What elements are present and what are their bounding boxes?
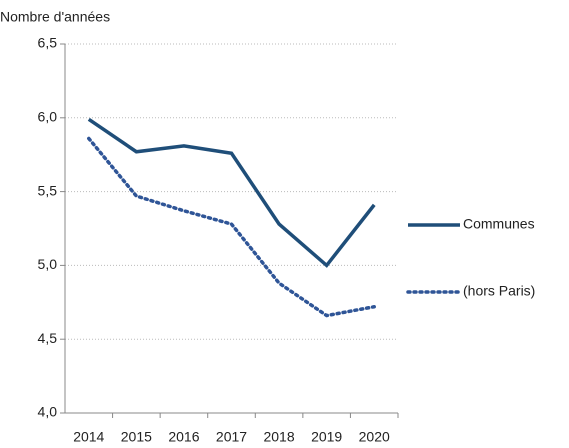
legend-label: (hors Paris): [463, 283, 535, 299]
y-tick-label: 4,0: [38, 404, 58, 420]
x-tick-label: 2018: [263, 429, 294, 445]
y-tick-label: 5,0: [38, 256, 58, 272]
legend-label: Communes: [463, 216, 535, 232]
x-tick-label: 2019: [311, 429, 342, 445]
y-tick-label: 6,5: [38, 35, 58, 51]
x-tick-label: 2016: [168, 429, 199, 445]
x-tick-label: 2014: [73, 429, 104, 445]
y-tick-label: 6,0: [38, 109, 58, 125]
y-tick-label: 5,5: [38, 182, 58, 198]
x-tick-label: 2015: [121, 429, 152, 445]
x-tick-label: 2017: [216, 429, 247, 445]
y-axis-title: Nombre d'années: [0, 9, 110, 25]
x-tick-label: 2020: [359, 429, 390, 445]
series-line: [87, 136, 376, 318]
series-line: [87, 117, 376, 268]
y-tick-label: 4,5: [38, 330, 58, 346]
